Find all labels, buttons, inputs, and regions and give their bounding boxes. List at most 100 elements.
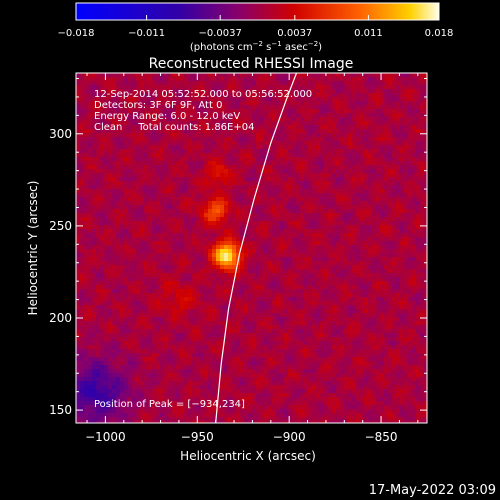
heatmap-cell [80,369,85,374]
heatmap-cell [268,185,273,190]
heatmap-cell [176,149,181,154]
heatmap-cell [196,157,201,162]
heatmap-cell [280,321,285,326]
heatmap-cell [188,413,193,418]
heatmap-cell [240,349,245,354]
heatmap-cell [84,93,89,98]
heatmap-cell [152,217,157,222]
heatmap-cell [272,353,277,358]
heatmap-cell [128,137,133,142]
heatmap-cell [240,205,245,210]
heatmap-cell [208,225,213,230]
heatmap-cell [252,277,257,282]
heatmap-cell [172,217,177,222]
heatmap-cell [152,377,157,382]
heatmap-cell [284,273,289,278]
heatmap-cell [104,381,109,386]
heatmap-cell [192,197,197,202]
heatmap-cell [208,109,213,114]
heatmap-cell [168,169,173,174]
heatmap-cell [268,309,273,314]
heatmap-cell [92,217,97,222]
heatmap-cell [256,249,261,254]
heatmap-cell [204,285,209,290]
heatmap-cell [248,93,253,98]
heatmap-cell [204,113,209,118]
heatmap-cell [300,201,305,206]
heatmap-cell [132,145,137,150]
heatmap-cell [148,197,153,202]
heatmap-cell [116,185,121,190]
heatmap-cell [196,333,201,338]
heatmap-cell [284,181,289,186]
heatmap-cell [136,169,141,174]
heatmap-cell [188,233,193,238]
heatmap-cell [212,365,217,370]
heatmap-cell [252,149,257,154]
heatmap-cell [160,105,165,110]
heatmap-cell [256,225,261,230]
heatmap-cell [204,229,209,234]
heatmap-cell [128,289,133,294]
heatmap-cell [228,365,233,370]
heatmap-cell [132,265,137,270]
heatmap-cell [204,97,209,102]
heatmap-cell [140,369,145,374]
heatmap-cell [84,269,89,274]
heatmap-cell [240,261,245,266]
heatmap-cell [200,289,205,294]
heatmap-cell [80,249,85,254]
heatmap-cell [280,257,285,262]
heatmap-cell [192,281,197,286]
heatmap-cell [200,413,205,418]
heatmap-cell [108,145,113,150]
heatmap-cell [284,417,289,422]
heatmap-cell [288,145,293,150]
heatmap-cell [112,233,117,238]
heatmap-cell [108,289,113,294]
heatmap-cell [268,421,273,423]
heatmap-cell [196,133,201,138]
heatmap-cell [196,269,201,274]
heatmap-cell [104,113,109,118]
heatmap-cell [248,241,253,246]
heatmap-cell [76,237,81,242]
heatmap-cell [264,405,269,410]
heatmap-cell [196,233,201,238]
heatmap-cell [84,413,89,418]
heatmap-cell [108,161,113,166]
heatmap-cell [284,189,289,194]
heatmap-cell [196,261,201,266]
heatmap-cell [108,273,113,278]
heatmap-cell [188,289,193,294]
heatmap-cell [280,397,285,402]
heatmap-cell [296,233,301,238]
heatmap-cell [80,301,85,306]
heatmap-cell [152,285,157,290]
heatmap-cell [172,257,177,262]
heatmap-cell [196,285,201,290]
heatmap-cell [208,253,213,258]
heatmap-cell [284,205,289,210]
heatmap-cell [188,137,193,142]
heatmap-cell [92,357,97,362]
heatmap-cell [76,385,81,390]
heatmap-cell [240,401,245,406]
heatmap-cell [164,109,169,114]
heatmap-cell [92,289,97,294]
heatmap-cell [296,113,301,118]
heatmap-cell [164,217,169,222]
heatmap-cell [100,289,105,294]
heatmap-cell [296,369,301,374]
heatmap-cell [84,321,89,326]
heatmap-cell [276,301,281,306]
heatmap-cell [156,89,161,94]
heatmap-cell [152,401,157,406]
heatmap-cell [104,153,109,158]
heatmap-cell [208,153,213,158]
heatmap-cell [180,81,185,86]
heatmap-cell [112,121,117,126]
heatmap-cell [276,293,281,298]
heatmap-cell [188,393,193,398]
heatmap-cell [84,233,89,238]
